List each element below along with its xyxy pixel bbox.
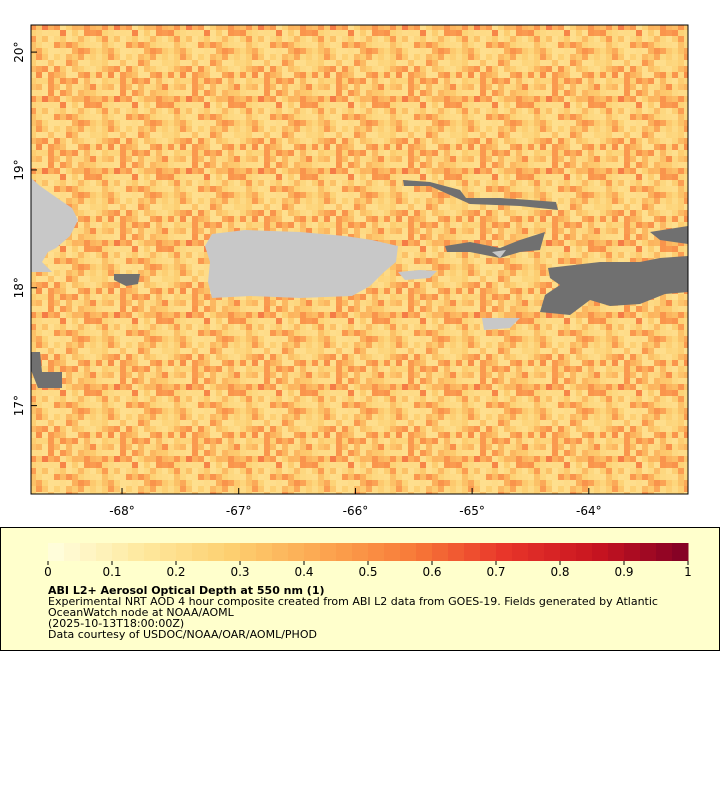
colorbar-swatch	[192, 543, 209, 561]
colorbar-swatch	[432, 543, 449, 561]
notes: Experimental NRT AOD 4 hour composite cr…	[48, 595, 658, 641]
colorbar-swatch	[640, 543, 657, 561]
colorbar-swatch	[560, 543, 577, 561]
colorbar-swatch	[128, 543, 145, 561]
vieques	[398, 270, 437, 280]
colorbar-swatch	[512, 543, 529, 561]
colorbar-swatch	[96, 543, 113, 561]
colorbar-swatch	[400, 543, 417, 561]
y-tick-label: 20°	[12, 41, 26, 62]
colorbar-swatch	[528, 543, 545, 561]
colorbar-tick-label: 0.5	[358, 565, 377, 579]
cloud-patch	[31, 352, 62, 388]
colorbar-swatch	[480, 543, 497, 561]
cloud-patch	[650, 226, 688, 244]
x-tick-label: -68°	[109, 504, 135, 518]
colorbar-swatch	[448, 543, 465, 561]
colorbar-swatch	[672, 543, 689, 561]
colorbar-swatch	[48, 543, 65, 561]
colorbar-tick-label: 1	[684, 565, 692, 579]
cloud-patch	[540, 256, 688, 315]
st-croix	[482, 318, 520, 330]
x-tick-label: -66°	[343, 504, 369, 518]
colorbar-tick-label: 0.7	[486, 565, 505, 579]
colorbar-swatch	[272, 543, 289, 561]
colorbar-swatch	[64, 543, 81, 561]
y-tick-label: 18°	[12, 277, 26, 298]
colorbar-swatch	[320, 543, 337, 561]
cloud-patch	[445, 232, 545, 258]
colorbar-swatch	[576, 543, 593, 561]
colorbar-swatch	[240, 543, 257, 561]
colorbar-swatch	[416, 543, 433, 561]
axes: -68° -67° -66° -65° -64° 17° 18° 19° 20°	[12, 41, 602, 518]
colorbar-swatch	[352, 543, 369, 561]
colorbar-tick-label: 0	[44, 565, 52, 579]
note-line: Experimental NRT AOD 4 hour composite cr…	[48, 595, 658, 608]
colorbar-swatch	[112, 543, 129, 561]
colorbar: 0 0.1 0.2 0.3 0.4 0.5 0.6 0.7 0.8 0.9 1	[44, 543, 692, 579]
colorbar-swatch	[288, 543, 305, 561]
colorbar-title: ABI L2+ Aerosol Optical Depth at 550 nm …	[48, 584, 325, 597]
colorbar-tick-label: 0.2	[166, 565, 185, 579]
colorbar-swatch	[80, 543, 97, 561]
virgin-islands	[492, 250, 506, 258]
colorbar-swatch	[544, 543, 561, 561]
x-tick-label: -64°	[576, 504, 602, 518]
note-line: (2025-10-13T18:00:00Z)	[48, 617, 184, 630]
colorbar-swatch	[304, 543, 321, 561]
hispaniola	[31, 178, 78, 272]
colorbar-swatch	[160, 543, 177, 561]
cloud-patch	[114, 274, 140, 286]
colorbar-tick-label: 0.9	[614, 565, 633, 579]
colorbar-swatch	[608, 543, 625, 561]
colorbar-tick-label: 0.6	[422, 565, 441, 579]
colorbar-swatch	[256, 543, 273, 561]
cloud-patch	[403, 180, 558, 210]
colorbar-swatch	[208, 543, 225, 561]
map-frame	[30, 24, 689, 495]
colorbar-swatch	[176, 543, 193, 561]
colorbar-swatch	[384, 543, 401, 561]
colorbar-swatch	[656, 543, 673, 561]
x-tick-label: -65°	[459, 504, 485, 518]
colorbar-tick-label: 0.3	[230, 565, 249, 579]
colorbar-swatch	[464, 543, 481, 561]
colorbar-swatch	[592, 543, 609, 561]
puerto-rico	[205, 230, 398, 298]
y-tick-label: 19°	[12, 159, 26, 180]
land	[31, 178, 520, 330]
x-tick-label: -67°	[226, 504, 252, 518]
y-tick-label: 17°	[12, 395, 26, 416]
colorbar-swatch	[496, 543, 513, 561]
colorbar-swatch	[144, 543, 161, 561]
colorbar-swatch	[624, 543, 641, 561]
colorbar-tick-label: 0.8	[550, 565, 569, 579]
cloud-mask	[31, 180, 688, 388]
colorbar-swatch	[224, 543, 241, 561]
colorbar-tick-label: 0.4	[294, 565, 313, 579]
colorbar-tick-label: 0.1	[102, 565, 121, 579]
colorbar-swatch	[368, 543, 385, 561]
colorbar-swatch	[336, 543, 353, 561]
note-line: OceanWatch node at NOAA/AOML	[48, 606, 235, 619]
note-line: Data courtesy of USDOC/NOAA/OAR/AOML/PHO…	[48, 628, 317, 641]
